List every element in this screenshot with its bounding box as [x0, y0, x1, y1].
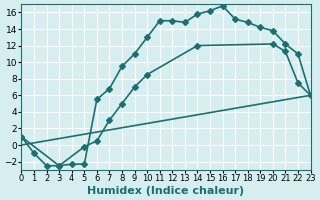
X-axis label: Humidex (Indice chaleur): Humidex (Indice chaleur) — [87, 186, 244, 196]
